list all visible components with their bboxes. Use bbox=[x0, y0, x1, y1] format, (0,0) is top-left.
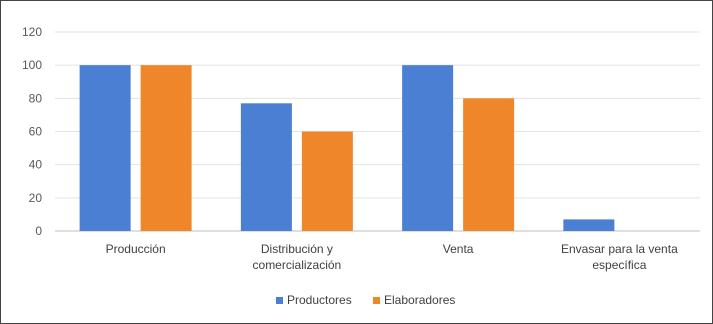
bar-productores-1 bbox=[240, 103, 292, 231]
legend-swatch-productores bbox=[276, 297, 283, 304]
x-category-label: específica bbox=[592, 258, 646, 272]
bar-productores-0 bbox=[79, 65, 131, 232]
y-tick-label: 100 bbox=[22, 58, 42, 72]
legend-swatch-elaboradores bbox=[373, 297, 380, 304]
legend-label-elaboradores: Elaboradores bbox=[384, 293, 455, 307]
x-category-label: comercialización bbox=[253, 258, 342, 272]
bars bbox=[79, 65, 615, 232]
x-category-label: Producción bbox=[106, 242, 166, 256]
legend: Productores Elaboradores bbox=[276, 293, 455, 307]
x-category-label: Venta bbox=[443, 242, 474, 256]
x-category-label: Distribución y bbox=[261, 242, 333, 256]
y-tick-label: 20 bbox=[29, 191, 43, 205]
bar-productores-2 bbox=[402, 65, 454, 232]
y-tick-label: 120 bbox=[22, 25, 42, 39]
x-category-label: Envasar para la venta bbox=[561, 242, 678, 256]
bar-elaboradores-2 bbox=[463, 98, 515, 231]
x-axis-categories: Producción Distribución y comercialización… bbox=[106, 242, 678, 272]
y-tick-label: 80 bbox=[29, 91, 43, 105]
bar-productores-3 bbox=[563, 219, 615, 231]
bar-elaboradores-0 bbox=[140, 65, 192, 232]
y-tick-label: 60 bbox=[29, 125, 43, 139]
y-tick-label: 0 bbox=[35, 224, 42, 238]
legend-label-productores: Productores bbox=[287, 293, 352, 307]
y-tick-label: 40 bbox=[29, 158, 43, 172]
y-axis-ticks: 0 20 40 60 80 100 120 bbox=[22, 25, 42, 238]
bar-elaboradores-1 bbox=[301, 131, 353, 231]
